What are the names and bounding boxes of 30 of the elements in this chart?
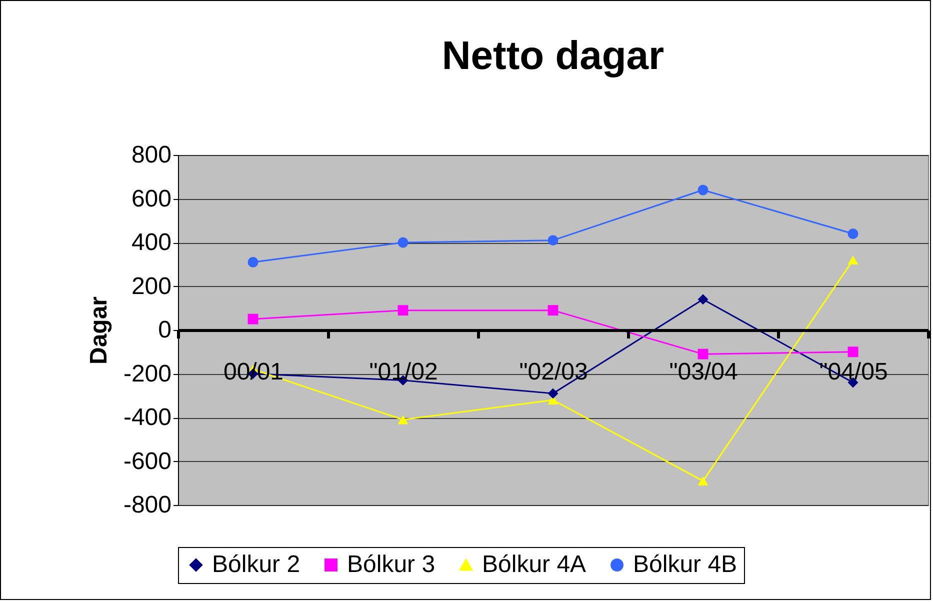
y-tick-label: 600 (131, 185, 172, 212)
y-tick-label: 400 (131, 229, 172, 256)
point (698, 476, 708, 486)
legend-label: Bólkur 4A (482, 551, 586, 578)
y-tick-label: -400 (123, 404, 172, 431)
point (698, 184, 708, 196)
point (848, 255, 858, 265)
y-tick-label: 800 (131, 142, 172, 168)
y-tick-label: -600 (123, 448, 172, 475)
legend-label: Bólkur 4B (633, 551, 738, 578)
point (698, 348, 708, 360)
y-tick-label: 200 (131, 272, 172, 300)
y-tick-label: -800 (123, 492, 172, 518)
point (398, 237, 408, 248)
chart-title: Netto dagar (442, 34, 664, 78)
legend-label: Bólkur 2 (212, 551, 300, 578)
point (548, 235, 558, 246)
point (248, 314, 258, 324)
y-tick-label: 0 (158, 316, 172, 344)
point (248, 256, 258, 268)
legend-label: Bólkur 3 (347, 551, 436, 578)
point (398, 415, 408, 424)
point (848, 228, 858, 239)
y-axis-title: Dagar (85, 296, 112, 365)
point (548, 305, 558, 316)
point (698, 294, 708, 305)
y-tick-label: -200 (123, 360, 172, 388)
point (548, 388, 558, 399)
point (848, 346, 858, 358)
point (398, 305, 408, 316)
